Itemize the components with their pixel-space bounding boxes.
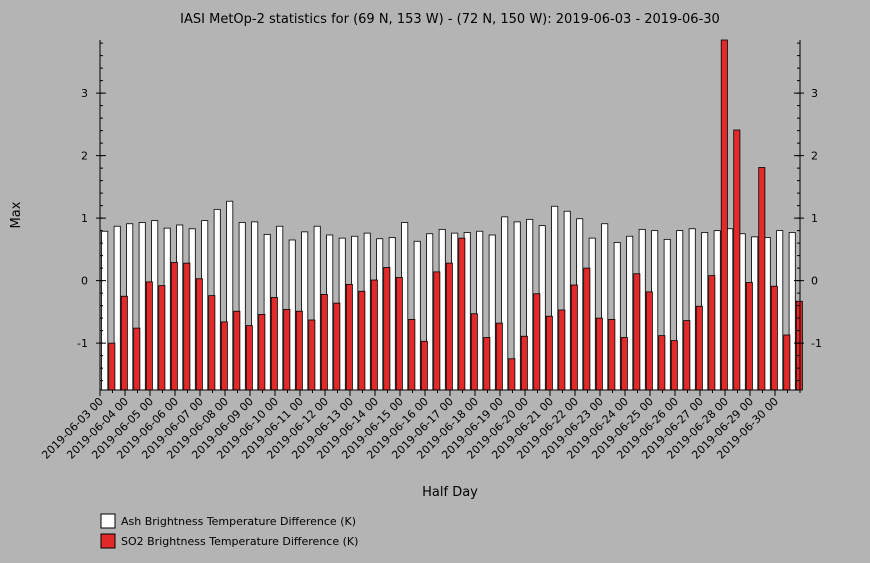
y-tick-label-right: -1 xyxy=(811,337,822,350)
so2-bar xyxy=(270,297,278,391)
y-tick-label-left: 1 xyxy=(81,212,88,225)
y-axis-label: Max xyxy=(9,201,24,228)
so2-bar xyxy=(508,358,516,391)
y-tick-label-right: 0 xyxy=(811,275,818,288)
so2-bar xyxy=(108,342,116,391)
so2-bar xyxy=(170,262,178,391)
so2-bar xyxy=(483,337,491,391)
axes-group: -1 -1 0 0 1 1 2 2 3 3 xyxy=(77,40,822,396)
so2-bar xyxy=(420,340,428,391)
so2-bar xyxy=(645,291,653,391)
so2-bar xyxy=(745,282,753,391)
so2-bar xyxy=(433,271,441,391)
so2-bar xyxy=(720,39,728,391)
so2-bar xyxy=(545,315,553,391)
x-axis-label: Half Day xyxy=(422,485,478,500)
legend-label-so2: SO2 Brightness Temperature Difference (K… xyxy=(121,535,358,548)
so2-bar xyxy=(570,284,578,391)
ash-bar xyxy=(101,230,109,391)
so2-bar xyxy=(220,321,228,391)
so2-bar xyxy=(158,285,166,391)
so2-bar xyxy=(320,293,328,391)
so2-bar xyxy=(583,267,591,391)
so2-bar xyxy=(183,262,191,391)
so2-bar xyxy=(733,129,741,391)
so2-bar xyxy=(358,290,366,391)
so2-bar xyxy=(283,308,291,391)
legend-label-ash: Ash Brightness Temperature Difference (K… xyxy=(121,515,356,528)
so2-bar xyxy=(208,295,216,391)
y-tick-label-left: -1 xyxy=(77,337,88,350)
so2-bar xyxy=(495,322,503,391)
chart-title: IASI MetOp-2 statistics for (69 N, 153 W… xyxy=(180,12,720,27)
so2-bar xyxy=(633,273,641,391)
y-tick-label-right: 2 xyxy=(811,150,818,163)
y-tick-label-right: 3 xyxy=(811,87,818,100)
so2-bar xyxy=(683,320,691,391)
so2-bar xyxy=(120,295,128,391)
so2-bar xyxy=(695,305,703,391)
so2-bar xyxy=(408,318,416,391)
so2-bar xyxy=(533,293,541,391)
so2-bar xyxy=(595,317,603,391)
so2-bar xyxy=(295,310,303,391)
so2-bar xyxy=(470,313,478,391)
bars-group xyxy=(101,39,803,391)
so2-bar xyxy=(670,340,678,391)
y-tick-label-left: 2 xyxy=(81,150,88,163)
so2-bar xyxy=(370,279,378,391)
legend-swatch-so2 xyxy=(100,533,116,549)
so2-bar xyxy=(620,337,628,391)
so2-bar xyxy=(308,319,316,391)
so2-bar xyxy=(770,285,778,391)
so2-bar xyxy=(333,302,341,391)
so2-bar xyxy=(783,334,791,391)
y-tick-label-right: 1 xyxy=(811,212,818,225)
so2-bar xyxy=(458,237,466,391)
so2-bar xyxy=(795,300,803,391)
so2-bar xyxy=(558,309,566,391)
so2-bar xyxy=(383,267,391,391)
so2-bar xyxy=(520,335,528,391)
so2-bar xyxy=(445,262,453,391)
so2-bar xyxy=(145,281,153,391)
so2-bar xyxy=(395,277,403,391)
legend: Ash Brightness Temperature Difference (K… xyxy=(100,513,358,549)
so2-bar xyxy=(708,275,716,391)
y-tick-label-left: 3 xyxy=(81,87,88,100)
so2-bar xyxy=(133,327,141,391)
y-tick-label-left: 0 xyxy=(81,275,88,288)
so2-bar xyxy=(233,310,241,391)
so2-bar xyxy=(195,278,203,391)
so2-bar xyxy=(658,335,666,391)
so2-bar xyxy=(258,313,266,391)
so2-bar xyxy=(758,167,766,391)
legend-swatch-ash xyxy=(100,513,116,529)
so2-bar xyxy=(608,318,616,391)
so2-bar xyxy=(245,325,253,391)
so2-bar xyxy=(345,283,353,391)
